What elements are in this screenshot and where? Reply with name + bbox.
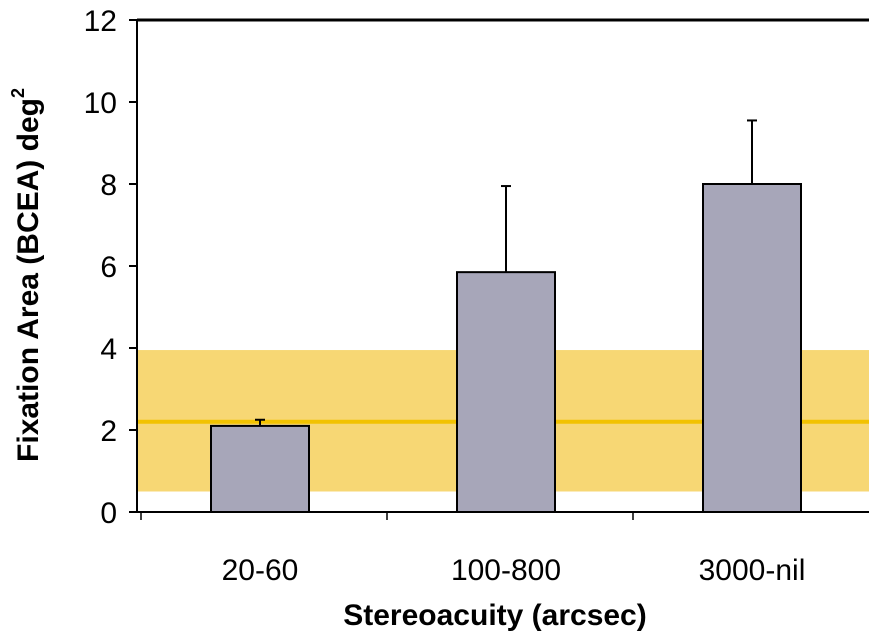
y-axis-title: Fixation Area (BCEA) deg2 (8, 88, 45, 462)
y-tick-label: 4 (100, 333, 117, 366)
x-tick-label-3000-nil: 3000-nil (699, 554, 806, 587)
y-axis-title-main: Fixation Area (BCEA) deg (12, 98, 45, 462)
bar-3000-nil (702, 183, 802, 513)
bars-layer (210, 119, 802, 513)
y-tick-label: 8 (100, 169, 117, 202)
y-tick-label: 10 (84, 87, 117, 120)
y-tick-label: 6 (100, 251, 117, 284)
x-axis-title: Stereoacuity (arcsec) (343, 599, 647, 632)
y-tick-label: 0 (100, 497, 117, 530)
y-axis-title-sup: 2 (8, 88, 28, 98)
y-tick-label: 12 (84, 5, 117, 38)
bar-100-800 (456, 271, 556, 513)
x-tick-label-20-60: 20-60 (222, 554, 299, 587)
bar-20-60 (210, 424, 310, 513)
y-tick-label: 2 (100, 415, 117, 448)
x-tick-label-100-800: 100-800 (451, 554, 561, 587)
tick-labels-layer: 0 2 4 6 8 10 12 20-60 100-800 3000-nil (84, 5, 806, 587)
